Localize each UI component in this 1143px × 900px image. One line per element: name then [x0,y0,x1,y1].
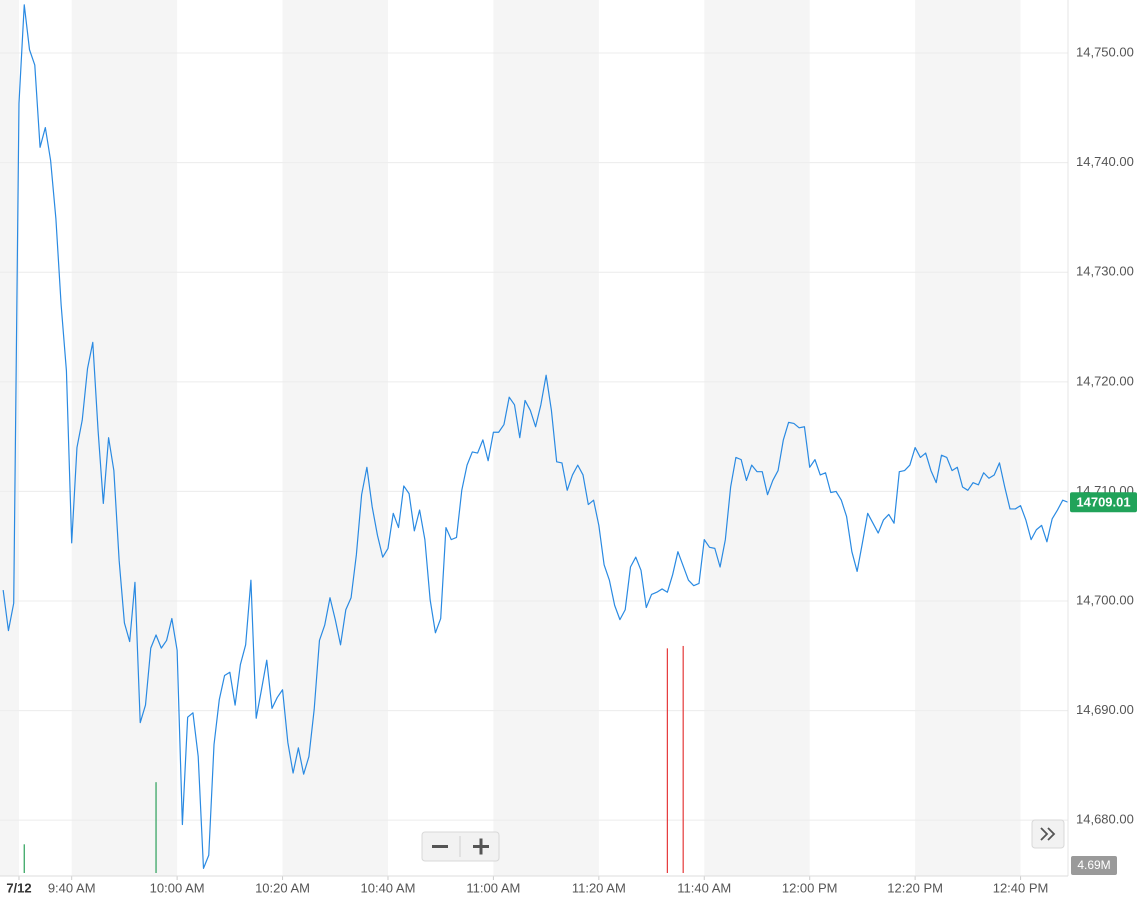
price-line [2,4,1069,869]
x-tick-label: 11:40 AM [677,880,731,895]
zoom-controls [421,831,500,862]
scroll-button[interactable] [1031,819,1065,849]
x-tick-label: 7/12 [6,880,31,895]
x-tick-label: 11:20 AM [572,880,626,895]
y-tick-label: 14,720.00 [1076,373,1134,388]
volume-badge [1071,856,1117,875]
band [282,0,388,876]
band [0,0,19,876]
y-tick-label: 14,730.00 [1076,264,1134,279]
x-tick-label: 12:20 PM [887,880,943,895]
zoom-out[interactable] [432,845,448,848]
price-badge-label: 14709.01 [1076,495,1130,510]
x-tick-label: 10:40 AM [361,880,416,895]
band [493,0,599,876]
bands [0,0,1021,876]
x-tick-label: 11:00 AM [466,880,520,895]
volume-label: 4.69M [1077,858,1110,872]
x-tick-label: 10:20 AM [255,880,310,895]
band [71,0,178,876]
band [915,0,1021,876]
x-tick-label: 12:40 PM [993,880,1049,895]
marks [2,4,1069,873]
y-tick-label: 14,690.00 [1076,702,1134,717]
zoom-in[interactable] [473,838,489,855]
scroll-icon [1040,827,1056,841]
band [704,0,810,876]
zoom-in-v [479,838,483,855]
grid [0,52,1068,880]
volume-bar [23,844,25,873]
y-tick-label: 14,750.00 [1076,44,1134,59]
price-badge [1070,492,1137,513]
volume-bar [666,648,668,873]
volume-bar [682,645,684,873]
y-tick-label: 14,740.00 [1076,154,1134,169]
y-tick-label: 14,680.00 [1076,812,1134,827]
volume-bar [155,782,157,873]
y-tick-label: 14,700.00 [1076,592,1134,607]
x-tick-label: 12:00 PM [782,880,838,895]
x-tick-label: 10:00 AM [150,880,205,895]
x-tick-label: 9:40 AM [48,880,96,895]
